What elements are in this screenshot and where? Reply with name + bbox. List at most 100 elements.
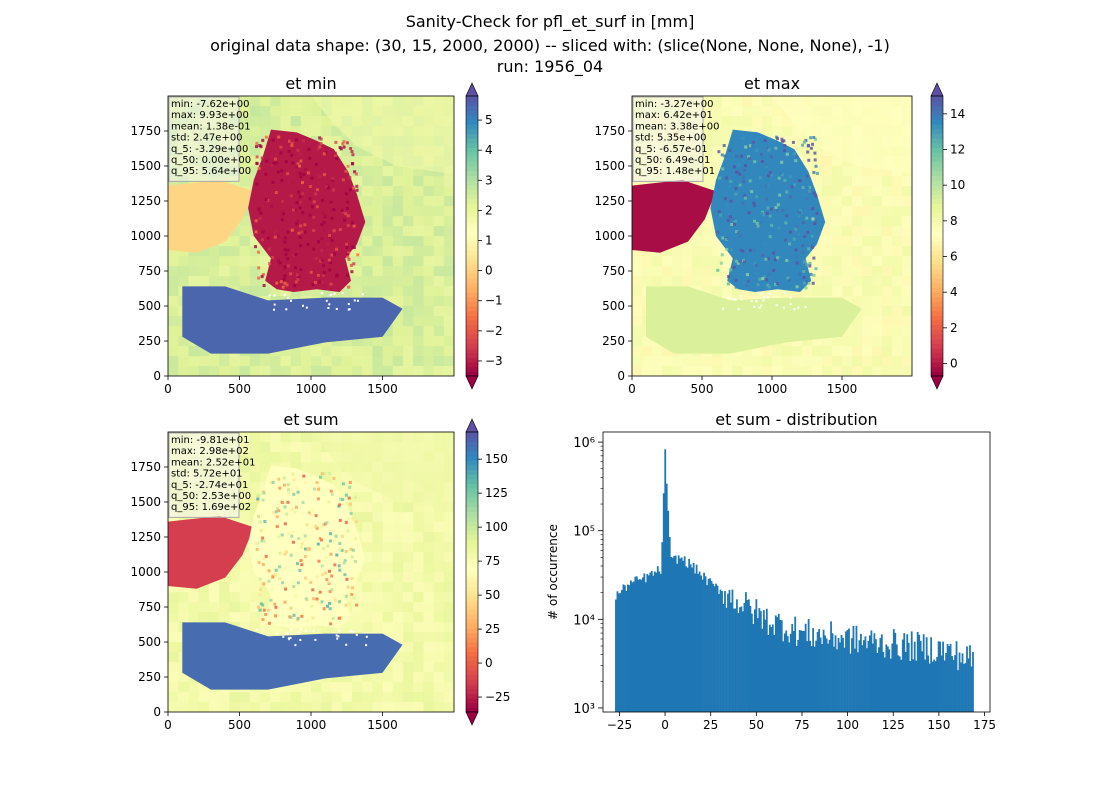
histogram-bar [840,634,843,712]
x-tick-label: 1500 [827,382,858,396]
histogram-bar [828,639,831,712]
histogram-bar [701,579,704,712]
x-tick-label: 75 [794,718,809,732]
histogram-bar [676,563,679,712]
stats-line: q_5: -3.29e+00 [171,144,248,155]
colorbar-segment [466,646,478,652]
histogram-bar [641,577,644,712]
histogram-bar [834,635,837,712]
histogram-bar [621,589,623,712]
colorbar-segment [466,96,478,102]
colorbar-extend-min [465,711,479,726]
histogram-bar [752,623,755,712]
histogram-bar [792,631,795,712]
histogram-bar [671,557,674,712]
x-tick-label: 25 [703,718,718,732]
y-tick-label: 1250 [594,194,625,208]
colorbar-segment [466,329,478,335]
histogram-bar [791,624,794,712]
colorbar-tick-label: 125 [485,486,508,500]
histogram-bar [860,633,862,712]
histogram-bar [906,634,909,712]
figure-title-line-1: Sanity-Check for pfl_et_surf in [mm] [405,12,695,31]
x-tick-label: 500 [228,382,251,396]
histogram-bar [852,625,855,712]
colorbar-segment [466,474,478,480]
histogram-bar [927,655,930,712]
colorbar-segment [466,273,478,279]
colorbar-tick-label: 2 [485,203,493,217]
y-tick-label: 1000 [130,229,161,243]
colorbar-segment [466,488,478,494]
histogram-bar [913,641,916,712]
colorbar-segment [466,656,478,662]
histogram-bar [948,646,950,712]
colorbar-segment [931,114,943,120]
colorbar-segment [931,338,943,344]
histogram-bar [780,620,783,712]
colorbar-segment [466,665,478,671]
histogram-bar [737,613,740,712]
colorbar-segment [466,334,478,340]
colorbar-segment [931,310,943,316]
colorbar-tick-label: 3 [485,173,493,187]
histogram-bar [846,629,849,712]
histogram-bar [939,641,941,712]
colorbar-segment [466,217,478,223]
histogram-bar [703,572,705,712]
colorbar-segment [931,259,943,265]
colorbar-segment [931,226,943,232]
histogram-bar [776,617,779,712]
colorbar-segment [931,222,943,228]
histogram-bar [756,618,759,712]
colorbar-segment [931,161,943,167]
histogram-bar [722,604,725,712]
colorbar-segment [466,189,478,195]
colorbar-segment [466,455,478,461]
histogram-bar [858,640,861,712]
colorbar-segment [931,306,943,312]
histogram-bar [695,564,698,712]
histogram-bar [688,558,691,712]
histogram-bar [903,633,906,712]
histogram-bar [936,656,939,712]
colorbar-segment [466,315,478,321]
stats-box [168,432,240,518]
histogram-bar [949,643,952,712]
x-tick-label: 50 [749,718,764,732]
colorbar-segment [466,142,478,148]
colorbar-tick-label: 0 [485,656,493,670]
stats-line: q_5: -6.57e-01 [635,144,708,155]
histogram-bar [665,483,668,712]
colorbar-segment [931,282,943,288]
colorbar-segment [466,287,478,293]
stats-line: q_50: 0.00e+00 [171,155,251,166]
histogram-bar [661,542,664,712]
colorbar-segment [931,236,943,242]
colorbar-segment [466,133,478,139]
y-tick-label: 750 [138,600,161,614]
colorbar-segment [466,222,478,228]
histogram-bar [886,646,889,712]
histogram-bar [918,634,921,712]
y-tick-label: 500 [138,635,161,649]
colorbar-segment [931,128,943,134]
histogram-bar [815,640,818,712]
histogram-bar [716,585,719,712]
histogram-bar [719,589,722,712]
histogram-bar [943,660,946,712]
colorbar-segment [931,133,943,139]
y-tick-label: 1250 [130,194,161,208]
y-tick-label: 1750 [130,124,161,138]
histogram-bar [742,611,744,712]
colorbar-segment [931,296,943,302]
histogram-bar [682,560,685,712]
colorbar-segment [931,371,943,377]
histogram-bar [966,646,968,712]
histogram-bar [822,629,825,712]
histogram-bar [771,624,774,712]
histogram-bar [848,628,850,712]
colorbar-segment [466,156,478,162]
histogram-bar [637,579,640,712]
